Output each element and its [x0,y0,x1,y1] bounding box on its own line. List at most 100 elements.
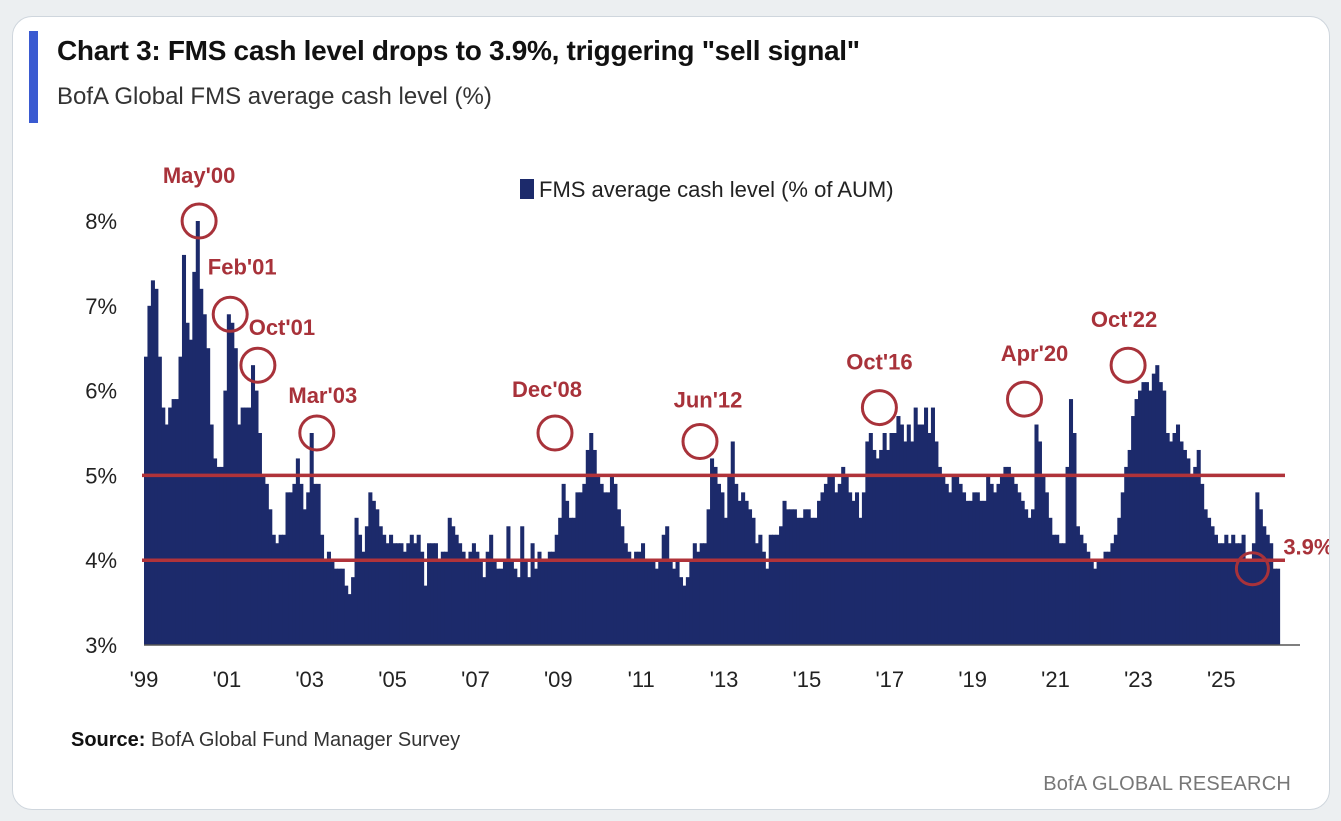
bar [1031,509,1036,645]
bar [965,500,970,645]
bar [1193,466,1198,645]
annotation-label: Oct'16 [846,350,912,375]
bar [1231,534,1236,645]
annotation-label: Jun'12 [674,388,743,413]
bar [1051,534,1056,645]
bar [150,280,155,645]
bar [226,314,231,645]
bar [209,424,214,645]
bar [516,577,521,645]
y-tick-label: 8% [85,209,117,234]
bar [1158,382,1163,645]
bar [1138,390,1143,645]
bar [634,551,639,645]
bar [444,551,449,645]
bar [761,551,766,645]
bar [496,568,501,645]
annotation-label: Oct'22 [1091,307,1157,332]
bar [620,526,625,645]
bar [779,526,784,645]
bar [930,407,935,645]
bar [899,424,904,645]
bar [1017,492,1022,645]
y-tick-label: 6% [85,379,117,404]
bar [199,288,204,645]
bar [1055,534,1060,645]
annotation-circle [1234,551,1270,587]
bar [603,492,608,645]
bar [654,568,659,645]
bar [451,526,456,645]
bar [313,483,318,645]
bar [734,483,739,645]
bar [1082,543,1087,645]
bar [589,433,594,645]
bar [385,543,390,645]
bar [599,483,604,645]
bar [613,483,618,645]
bar [910,441,915,645]
bar [323,560,328,645]
bar [454,534,459,645]
bar [192,271,197,645]
bar [1058,543,1063,645]
bar [882,433,887,645]
bar [509,560,514,645]
bar [1272,568,1277,645]
bar [299,483,304,645]
legend-label: FMS average cash level (% of AUM) [539,177,894,202]
bar [1144,382,1149,645]
bar [1196,449,1201,645]
bar [219,466,224,645]
bar [458,543,463,645]
bar [799,517,804,645]
bar [796,517,801,645]
bar [1148,390,1153,645]
bar [1106,551,1111,645]
bar [1169,441,1174,645]
bar [1117,517,1122,645]
bar [958,483,963,645]
bar [682,585,687,645]
chart-subtitle: BofA Global FMS average cash level (%) [57,83,492,110]
bar [592,449,597,645]
bar [975,492,980,645]
bar [972,492,977,645]
bar [326,551,331,645]
bar [499,568,504,645]
x-tick-label: '19 [958,667,987,692]
bar [661,534,666,645]
bar [678,577,684,645]
bar [461,551,466,645]
bar [195,221,200,645]
annotation-circle [1109,346,1147,384]
bar [1037,441,1042,645]
bar [368,492,373,645]
bar [285,492,290,645]
bar [468,551,473,645]
bar [302,509,307,645]
bar [1172,433,1177,645]
bar [1245,560,1250,645]
legend-swatch [520,179,534,199]
bar [306,492,311,645]
annotation-label: May'00 [163,163,236,188]
bar [692,543,697,645]
bar [848,492,853,645]
bar [813,517,818,645]
bar [1262,526,1267,645]
bar [706,509,711,645]
title-accent-bar [29,31,38,123]
bar [513,568,518,645]
bar [1034,424,1039,645]
bar [872,449,877,645]
bar [1217,543,1222,645]
bar [1269,543,1274,645]
x-tick-label: '25 [1207,667,1236,692]
bar [730,441,735,645]
bar [1186,458,1191,645]
bar [213,458,218,645]
bar [1200,483,1205,645]
bar [854,492,860,645]
brand-footer: BofA GLOBAL RESEARCH [1043,773,1291,795]
